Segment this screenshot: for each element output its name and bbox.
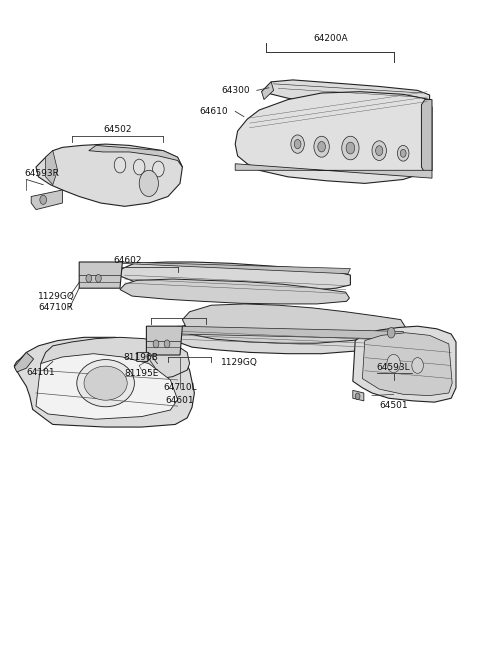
Circle shape	[376, 145, 383, 156]
Polygon shape	[36, 144, 182, 206]
Text: 64300: 64300	[221, 86, 250, 95]
Polygon shape	[14, 337, 194, 427]
Text: 81196B: 81196B	[123, 353, 158, 362]
Text: 64593R: 64593R	[24, 169, 59, 178]
Circle shape	[387, 328, 395, 338]
Circle shape	[314, 136, 329, 157]
Polygon shape	[262, 82, 274, 100]
Circle shape	[294, 140, 301, 149]
Circle shape	[164, 340, 170, 348]
Circle shape	[400, 149, 406, 157]
Circle shape	[355, 393, 360, 400]
Circle shape	[40, 195, 47, 204]
Polygon shape	[175, 317, 406, 354]
Polygon shape	[353, 326, 456, 402]
Circle shape	[372, 141, 386, 160]
Circle shape	[96, 274, 101, 282]
Polygon shape	[235, 92, 432, 183]
Text: 64501: 64501	[379, 401, 408, 410]
Text: 64101: 64101	[26, 367, 55, 377]
Polygon shape	[262, 80, 430, 111]
Polygon shape	[36, 354, 178, 419]
Circle shape	[86, 274, 92, 282]
Polygon shape	[182, 304, 406, 343]
Circle shape	[412, 358, 423, 373]
Circle shape	[342, 136, 359, 160]
Text: 64502: 64502	[103, 125, 132, 134]
Circle shape	[153, 161, 164, 177]
Circle shape	[139, 170, 158, 196]
Text: 64602: 64602	[113, 256, 142, 265]
Circle shape	[397, 145, 409, 161]
Polygon shape	[421, 100, 432, 173]
Text: 64593L: 64593L	[377, 363, 410, 372]
Polygon shape	[353, 390, 364, 401]
Text: 81195E: 81195E	[124, 369, 158, 378]
Polygon shape	[41, 337, 190, 383]
Polygon shape	[14, 352, 34, 372]
Ellipse shape	[84, 366, 127, 400]
Circle shape	[387, 354, 400, 373]
Text: 64710L: 64710L	[163, 383, 197, 392]
Circle shape	[114, 157, 126, 173]
Polygon shape	[235, 164, 432, 178]
Text: 64710R: 64710R	[38, 303, 73, 312]
Text: 1129GQ: 1129GQ	[221, 358, 258, 367]
Polygon shape	[146, 326, 182, 355]
Text: 64601: 64601	[166, 396, 194, 405]
Polygon shape	[137, 352, 149, 362]
Circle shape	[318, 141, 325, 152]
Polygon shape	[46, 151, 58, 185]
Polygon shape	[120, 279, 349, 304]
Polygon shape	[31, 190, 62, 210]
Text: 64200A: 64200A	[313, 33, 348, 43]
Circle shape	[291, 135, 304, 153]
Polygon shape	[79, 262, 122, 288]
Polygon shape	[120, 262, 350, 274]
Circle shape	[346, 142, 355, 154]
Polygon shape	[362, 333, 452, 396]
Polygon shape	[118, 262, 350, 291]
Ellipse shape	[77, 360, 134, 407]
Text: 1129GQ: 1129GQ	[38, 291, 75, 301]
Polygon shape	[89, 145, 182, 167]
Polygon shape	[178, 326, 406, 339]
Text: 64610: 64610	[199, 107, 228, 116]
Circle shape	[153, 340, 159, 348]
Circle shape	[133, 159, 145, 175]
